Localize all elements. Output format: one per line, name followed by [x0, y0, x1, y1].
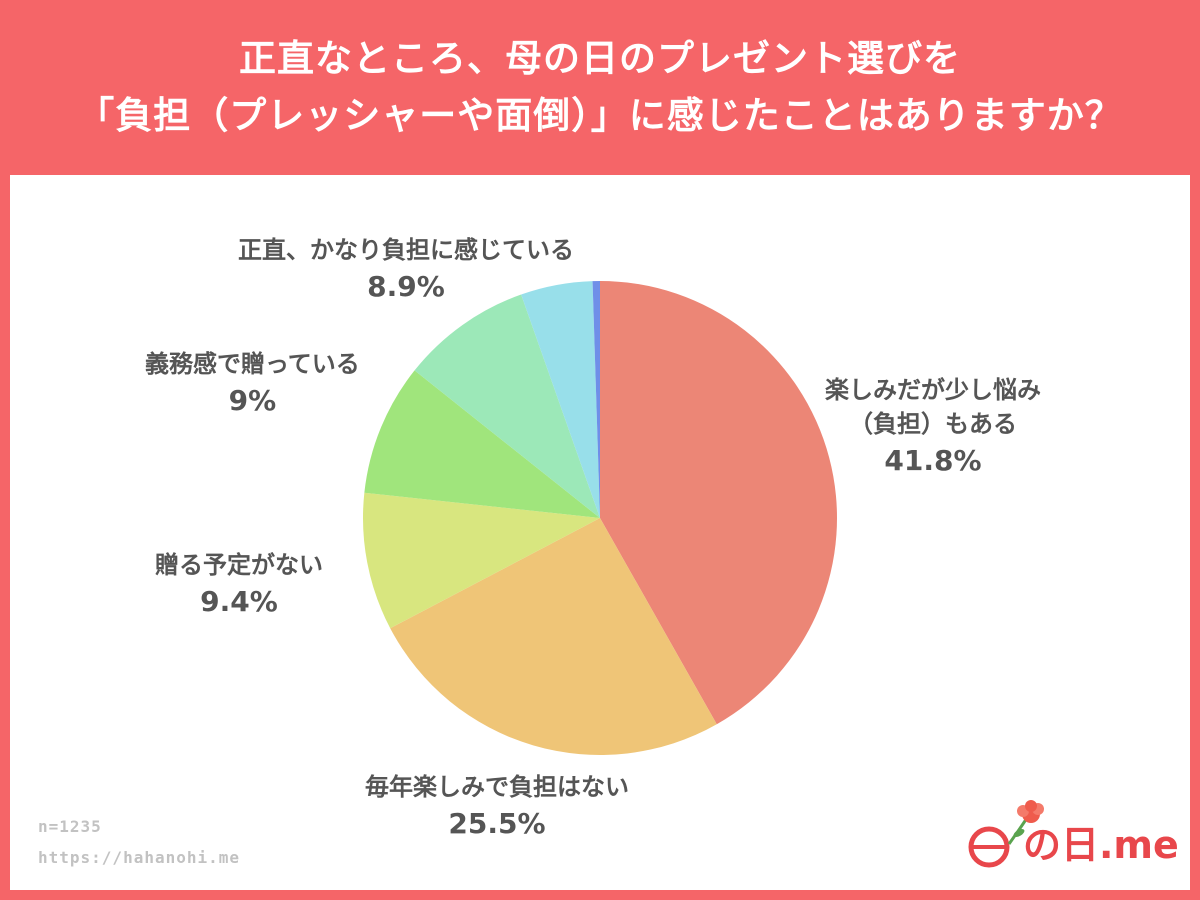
title-line-2: 「負担（プレッシャーや面倒）」に感じたことはありますか？	[77, 94, 1123, 137]
slice-label-0-line1: 楽しみだが少し悩み	[825, 376, 1041, 404]
slice-value-3: 9%	[228, 384, 277, 417]
title-line-1: 正直なところ、母の日のプレゼント選びを	[239, 37, 961, 80]
slice-label-1-line1: 毎年楽しみで負担はない	[365, 773, 629, 801]
pie-chart	[362, 281, 837, 755]
pie-slice-0	[600, 281, 837, 725]
pie-slice-6	[592, 281, 600, 518]
carnation-icon	[968, 800, 1044, 868]
source-url: https://hahanohi.me	[38, 848, 241, 867]
slice-label-0-line2: （負担）もある	[849, 410, 1017, 438]
pie-slice-3	[364, 370, 600, 518]
slice-label-4: 正直、かなり負担に感じている 8.9%	[238, 233, 574, 307]
pie-slice-1	[390, 518, 717, 755]
logo-text: の日.me	[1023, 823, 1179, 867]
sample-size: n=1235	[38, 817, 102, 836]
slice-label-3: 義務感で贈っている 9%	[145, 347, 360, 421]
pie-slice-2	[362, 492, 600, 629]
pie-slice-5	[521, 281, 600, 518]
slice-value-0: 41.8%	[884, 444, 982, 477]
slice-label-3-line1: 義務感で贈っている	[145, 350, 360, 378]
slice-label-4-line1: 正直、かなり負担に感じている	[238, 236, 574, 264]
slice-label-2-line1: 贈る予定がない	[155, 551, 323, 579]
hahanohi-logo: の日.me	[965, 800, 1179, 870]
slice-value-4: 8.9%	[367, 270, 445, 303]
slice-label-0: 楽しみだが少し悩み （負担）もある 41.8%	[825, 373, 1041, 481]
pie-slice-4	[414, 294, 600, 518]
slice-value-1: 25.5%	[448, 807, 546, 840]
chart-title: 正直なところ、母の日のプレゼント選びを 「負担（プレッシャーや面倒）」に感じたこ…	[0, 30, 1200, 144]
slice-label-2: 贈る予定がない 9.4%	[155, 548, 323, 622]
chart-card: 楽しみだが少し悩み （負担）もある 41.8% 毎年楽しみで負担はない 25.5…	[10, 175, 1190, 890]
slice-value-2: 9.4%	[200, 585, 278, 618]
slice-label-1: 毎年楽しみで負担はない 25.5%	[365, 770, 629, 844]
